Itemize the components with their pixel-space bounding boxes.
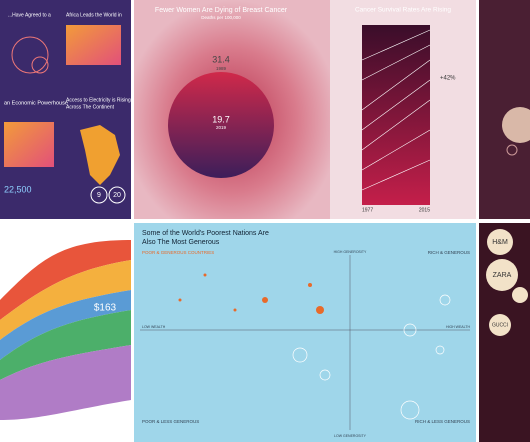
stream-label: $163 (94, 303, 117, 314)
value: 19.7 (212, 114, 230, 124)
year: 2019 (216, 125, 227, 130)
stat: 22,500 (4, 184, 32, 194)
brand: GUCCI (492, 322, 508, 328)
stat: 9 (97, 192, 101, 199)
year: 1989 (216, 66, 227, 71)
stat: 20 (113, 192, 121, 199)
axis-label: LOW WEALTH (142, 325, 166, 329)
breast-cancer-panel: Fewer Women Are Dying of Breast Cancer D… (134, 0, 330, 219)
change: +42% (440, 76, 456, 82)
title: Fewer Women Are Dying of Breast Cancer (155, 7, 288, 14)
stream-panel: $163 (0, 223, 131, 442)
axis-label: HIGH WEALTH (446, 325, 471, 329)
year: 1977 (362, 207, 373, 213)
year: 2015 (419, 207, 430, 213)
generosity-panel: Some of the World's Poorest Nations Are … (134, 223, 476, 442)
africa-panel: ...Have Agreed to a Africa Leads the Wor… (0, 0, 131, 219)
title: Also The Most Generous (142, 239, 220, 246)
brand: ZARA (493, 272, 512, 279)
survival-panel: Cancer Survival Rates Are Rising +42% 19… (330, 0, 476, 219)
quadrant-label: POOR & LESS GENEROUS (142, 419, 199, 424)
value: 31.4 (212, 54, 230, 64)
title: Cancer Survival Rates Are Rising (355, 7, 451, 14)
quadrant-label: RICH & GENEROUS (428, 250, 470, 255)
top-right-panel (479, 0, 530, 219)
heading: ...Have Agreed to a (8, 12, 51, 18)
heading: Africa Leads the World in (66, 12, 122, 18)
heading: Across The Continent (66, 104, 115, 110)
heading: an Economic Powerhouse (4, 100, 68, 106)
axis-label: LOW GENEROSITY (334, 434, 367, 438)
subtitle: Deaths per 100,000 (201, 15, 241, 20)
heading: Access to Electricity is Rising (66, 97, 131, 103)
brand: H&M (492, 239, 508, 246)
quadrant-label: POOR & GENEROUS COUNTRIES (142, 250, 214, 255)
axis-label: HIGH GENEROSITY (334, 250, 367, 254)
quadrant-label: RICH & LESS GENEROUS (415, 419, 470, 424)
title: Some of the World's Poorest Nations Are (142, 230, 269, 237)
brands-panel: H&M ZARA GUCCI (479, 223, 530, 442)
